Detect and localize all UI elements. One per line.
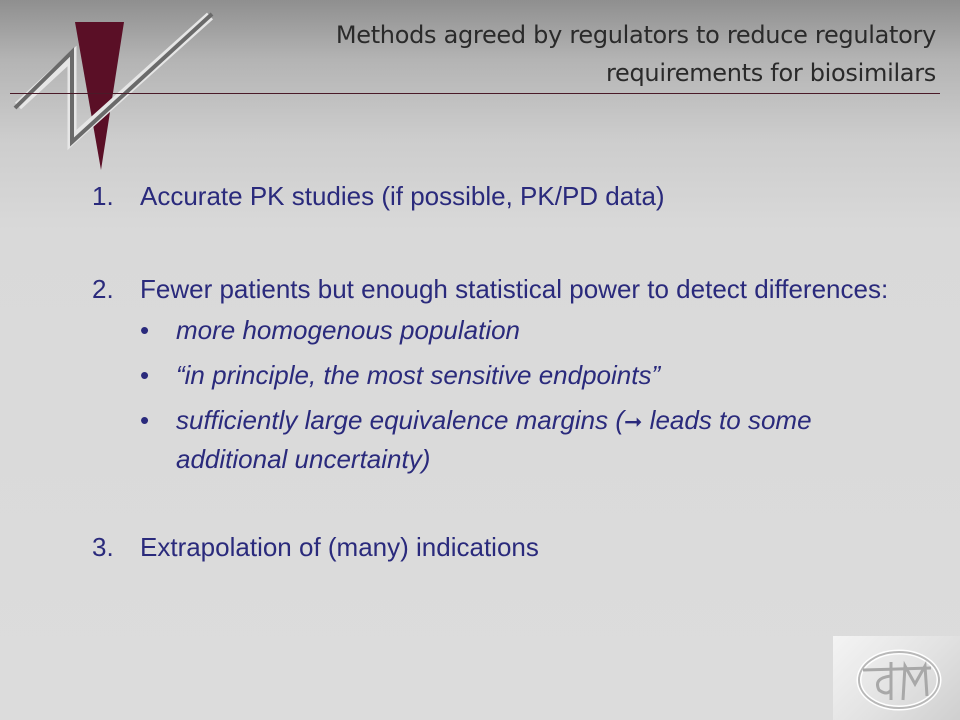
sub-bullet-item: • more homogenous population xyxy=(140,312,912,348)
slide-title: Methods agreed by regulators to reduce r… xyxy=(216,16,936,92)
sub-bullet-text-before: sufficiently large equivalence margins ( xyxy=(176,405,624,435)
corner-logo-icon xyxy=(833,636,960,720)
sub-bullet-text: more homogenous population xyxy=(176,315,521,345)
list-item-2: 2. Fewer patients but enough statistical… xyxy=(92,271,912,477)
list-item-3: 3. Extrapolation of (many) indications xyxy=(92,529,912,565)
bullet-icon: • xyxy=(140,360,150,390)
bullet-icon: • xyxy=(140,405,150,435)
title-divider xyxy=(10,93,940,94)
list-item-text: Accurate PK studies (if possible, PK/PD … xyxy=(140,181,665,211)
list-item-text: Extrapolation of (many) indications xyxy=(140,532,539,562)
list-item-text: Fewer patients but enough statistical po… xyxy=(140,274,889,304)
sub-bullet-list: • more homogenous population • “in princ… xyxy=(140,312,912,477)
bullet-icon: • xyxy=(140,315,150,345)
sub-bullet-item: • sufficiently large equivalence margins… xyxy=(140,402,912,477)
slide-title-line-2: requirements for biosimilars xyxy=(605,59,936,87)
list-item-number: 3. xyxy=(92,532,114,562)
list-item-number: 1. xyxy=(92,181,114,211)
company-logo-icon xyxy=(13,12,214,170)
sub-bullet-text-after: leads to some additional uncertainty) xyxy=(176,405,812,474)
sub-bullet-text: “in principle, the most sensitive endpoi… xyxy=(176,360,661,390)
list-item-number: 2. xyxy=(92,274,114,304)
slide-title-line-1: Methods agreed by regulators to reduce r… xyxy=(335,21,936,49)
sub-bullet-item: • “in principle, the most sensitive endp… xyxy=(140,357,912,393)
right-arrow-icon: ➞ xyxy=(624,410,643,435)
slide-content: 1. Accurate PK studies (if possible, PK/… xyxy=(92,178,912,565)
list-item-1: 1. Accurate PK studies (if possible, PK/… xyxy=(92,178,912,214)
